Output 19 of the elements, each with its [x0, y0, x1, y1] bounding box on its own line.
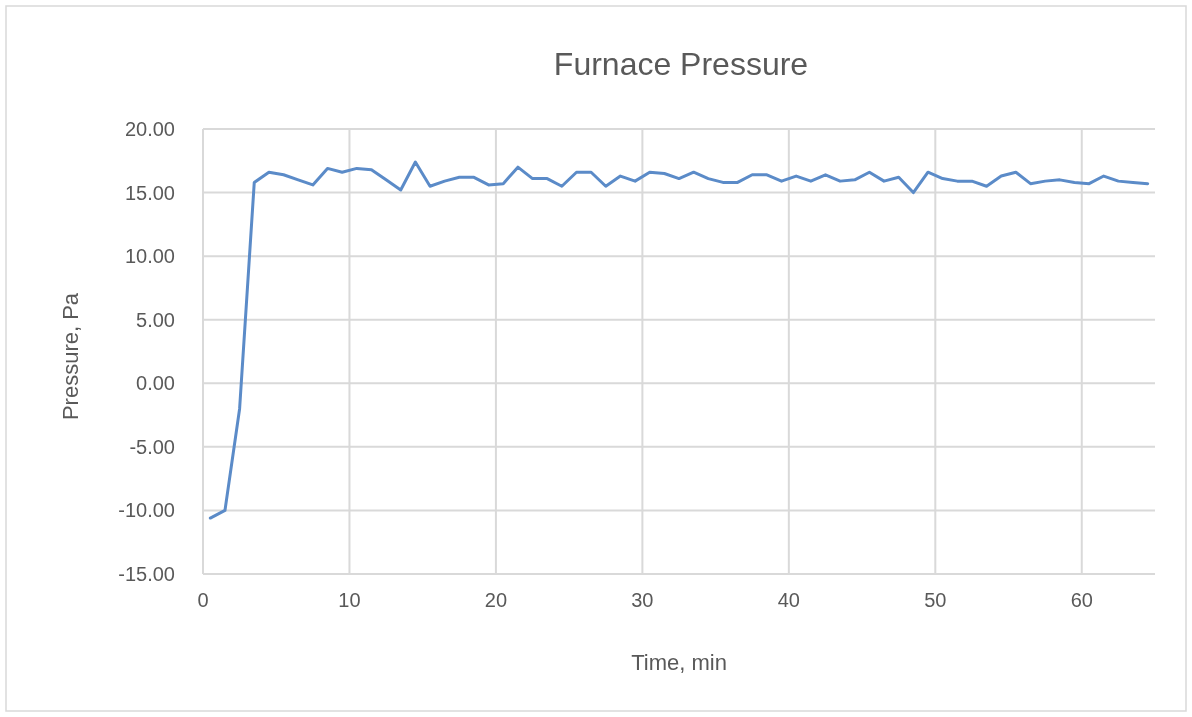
y-tick-label: 10.00: [124, 245, 175, 268]
x-tick-label: 10: [338, 589, 361, 611]
y-axis-title: Pressure, Pa: [58, 292, 83, 421]
line-series: [208, 160, 1150, 520]
x-tick-label: 50: [924, 589, 947, 611]
x-tick-label: 30: [631, 589, 654, 611]
y-tick-label: -15.00: [118, 563, 175, 585]
y-tick-label: -10.00: [118, 499, 175, 522]
x-tick-label: 60: [1070, 589, 1093, 611]
x-axis-title: Time, min: [631, 650, 727, 675]
x-tick-label: 40: [777, 589, 800, 611]
y-tick-label: 5.00: [136, 308, 175, 331]
x-tick-label: 20: [484, 589, 508, 611]
chart-title: Furnace Pressure: [553, 46, 809, 82]
y-tick-label: 0.00: [136, 372, 175, 395]
y-tick-label: -5.00: [129, 435, 175, 458]
y-tick-label: 15.00: [124, 181, 175, 204]
y-tick-label: 20.00: [124, 118, 175, 140]
x-tick-label: 0: [197, 589, 209, 611]
